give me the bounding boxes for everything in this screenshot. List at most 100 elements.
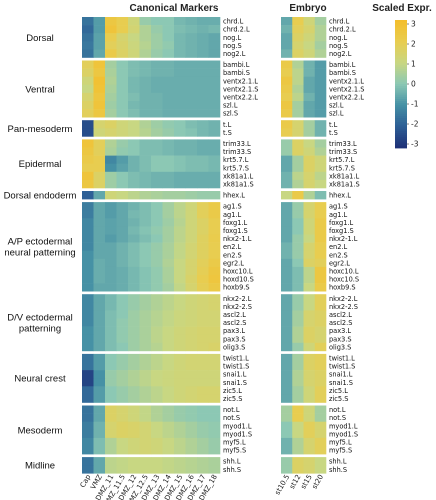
- marker-gene-label: trim33.S: [223, 148, 251, 156]
- legend-tick-label: 0: [411, 80, 416, 89]
- marker-cell: [139, 163, 152, 173]
- embryo-cell: [303, 446, 316, 455]
- embryo-gene-label: ventx2.1.S: [329, 85, 364, 93]
- marker-gene-label: t.L: [223, 121, 232, 129]
- marker-cell: [105, 362, 117, 371]
- marker-cell: [174, 334, 186, 344]
- marker-cell: [174, 394, 186, 403]
- marker-cell: [185, 386, 198, 395]
- marker-cell: [174, 421, 186, 431]
- marker-cell: [93, 446, 106, 455]
- marker-cell: [162, 370, 175, 379]
- marker-cell: [128, 294, 140, 303]
- marker-cell: [93, 457, 106, 466]
- marker-cell: [116, 342, 129, 352]
- marker-cell: [151, 421, 163, 431]
- embryo-cell: [281, 370, 293, 379]
- marker-cell: [128, 318, 140, 327]
- marker-cell: [151, 120, 163, 129]
- marker-cell: [197, 405, 209, 414]
- embryo-cell: [303, 413, 316, 422]
- embryo-cell: [292, 429, 304, 439]
- marker-cell: [162, 413, 175, 422]
- embryo-cell: [314, 171, 327, 181]
- marker-cell: [82, 25, 94, 34]
- embryo-cell: [281, 68, 293, 77]
- marker-cell: [208, 465, 221, 474]
- embryo-gene-label: krt5.7.L: [329, 156, 355, 164]
- marker-cell: [174, 413, 186, 422]
- marker-cell: [93, 92, 106, 102]
- marker-cell: [116, 294, 129, 303]
- marker-cell: [128, 234, 140, 243]
- embryo-gene-label: en2.S: [329, 251, 348, 259]
- marker-cell: [151, 342, 163, 352]
- marker-cell: [197, 266, 209, 276]
- marker-cell: [197, 250, 209, 260]
- legend-gradient-step: [395, 135, 407, 138]
- marker-cell: [162, 147, 175, 156]
- marker-cell: [93, 17, 106, 26]
- embryo-gene-label: t.S: [329, 129, 338, 137]
- embryo-cell: [314, 405, 327, 414]
- marker-cell: [82, 353, 94, 363]
- marker-cell: [82, 139, 94, 148]
- marker-cell: [82, 210, 94, 219]
- group-label: patterning: [19, 324, 61, 335]
- marker-cell: [93, 242, 106, 251]
- marker-cell: [139, 386, 152, 395]
- marker-cell: [93, 386, 106, 395]
- embryo-gene-label: hoxc10.S: [329, 276, 359, 284]
- marker-cell: [93, 171, 106, 181]
- marker-cell: [105, 386, 117, 395]
- marker-cell: [128, 218, 140, 227]
- marker-cell: [197, 310, 209, 319]
- embryo-gene-label: szl.L: [329, 110, 344, 118]
- embryo-cell: [303, 342, 316, 352]
- marker-cell: [82, 76, 94, 86]
- legend-gradient-step: [395, 62, 407, 66]
- marker-cell: [208, 342, 221, 352]
- embryo-gene-label: nog.S: [329, 42, 348, 50]
- marker-cell: [174, 250, 186, 260]
- legend-tick-label: -2: [411, 120, 419, 129]
- marker-cell: [116, 41, 129, 50]
- embryo-gene-label: trim33.S: [329, 148, 357, 156]
- legend-title: Scaled Expr.: [372, 3, 432, 14]
- marker-cell: [139, 109, 152, 118]
- marker-cell: [93, 413, 106, 422]
- legend-gradient-step: [395, 130, 407, 134]
- marker-cell: [208, 362, 221, 371]
- embryo-cell: [314, 109, 327, 118]
- marker-cell: [105, 353, 117, 363]
- embryo-cell: [303, 370, 316, 379]
- embryo-gene-label: snai1.S: [329, 379, 353, 387]
- marker-cell: [174, 179, 186, 189]
- embryo-gene-label: t.L: [329, 121, 338, 129]
- marker-cell: [93, 163, 106, 173]
- embryo-cell: [292, 310, 304, 319]
- embryo-gene-label: ag1.L: [329, 211, 348, 219]
- marker-cell: [139, 353, 152, 363]
- embryo-cell: [303, 147, 316, 156]
- marker-cell: [151, 326, 163, 335]
- embryo-cell: [281, 101, 293, 110]
- marker-cell: [185, 179, 198, 189]
- embryo-cell: [292, 218, 304, 227]
- marker-cell: [197, 342, 209, 352]
- marker-cell: [139, 202, 152, 211]
- marker-cell: [185, 378, 198, 387]
- marker-cell: [162, 68, 175, 77]
- marker-cell: [82, 302, 94, 311]
- embryo-cell: [281, 25, 293, 34]
- marker-cell: [208, 266, 221, 276]
- marker-cell: [208, 446, 221, 455]
- marker-cell: [151, 202, 163, 211]
- marker-cell: [105, 378, 117, 387]
- embryo-gene-label: myod1.L: [329, 422, 358, 430]
- marker-cell: [139, 226, 152, 235]
- marker-cell: [162, 128, 175, 137]
- marker-cell: [185, 84, 198, 94]
- marker-cell: [128, 25, 140, 34]
- embryo-cell: [292, 334, 304, 344]
